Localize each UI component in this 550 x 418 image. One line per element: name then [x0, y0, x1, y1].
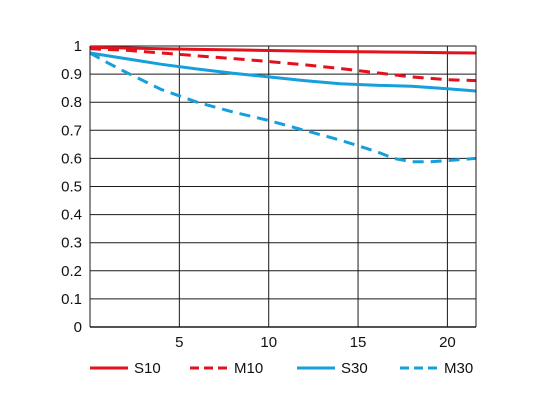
- series-lines: [89, 45, 477, 164]
- grid: [90, 45, 476, 327]
- x-tick-label: 20: [439, 334, 456, 351]
- axes: 00.10.20.30.40.50.60.70.80.915 10 15 20: [61, 38, 477, 351]
- y-tick-label: 0: [74, 319, 82, 336]
- y-tick-label: 0.1: [61, 291, 82, 308]
- x-tick-label: 15: [350, 334, 367, 351]
- y-tick-label: 0.7: [61, 122, 82, 139]
- legend: S10 M10 S30 M30: [90, 360, 473, 377]
- y-tick-label: 1: [74, 38, 82, 55]
- y-tick-label: 0.9: [61, 66, 82, 83]
- legend-label-m10: M10: [234, 360, 263, 377]
- y-tick-label: 0.6: [61, 150, 82, 167]
- y-tick-label: 0.2: [61, 263, 82, 280]
- legend-label-s30: S30: [341, 360, 368, 377]
- y-tick-label: 0.5: [61, 179, 82, 196]
- legend-label-m30: M30: [444, 360, 473, 377]
- series-line-s10: [89, 45, 477, 55]
- y-tick-label: 0.8: [61, 94, 82, 111]
- series-line-m10: [89, 47, 477, 83]
- x-tick-label: 5: [175, 334, 183, 351]
- series-line-m30: [89, 51, 477, 164]
- y-tick-label: 0.3: [61, 235, 82, 252]
- legend-label-s10: S10: [134, 360, 161, 377]
- series-line-s30: [89, 51, 477, 93]
- y-tick-label: 0.4: [61, 207, 82, 224]
- x-tick-label: 10: [260, 334, 277, 351]
